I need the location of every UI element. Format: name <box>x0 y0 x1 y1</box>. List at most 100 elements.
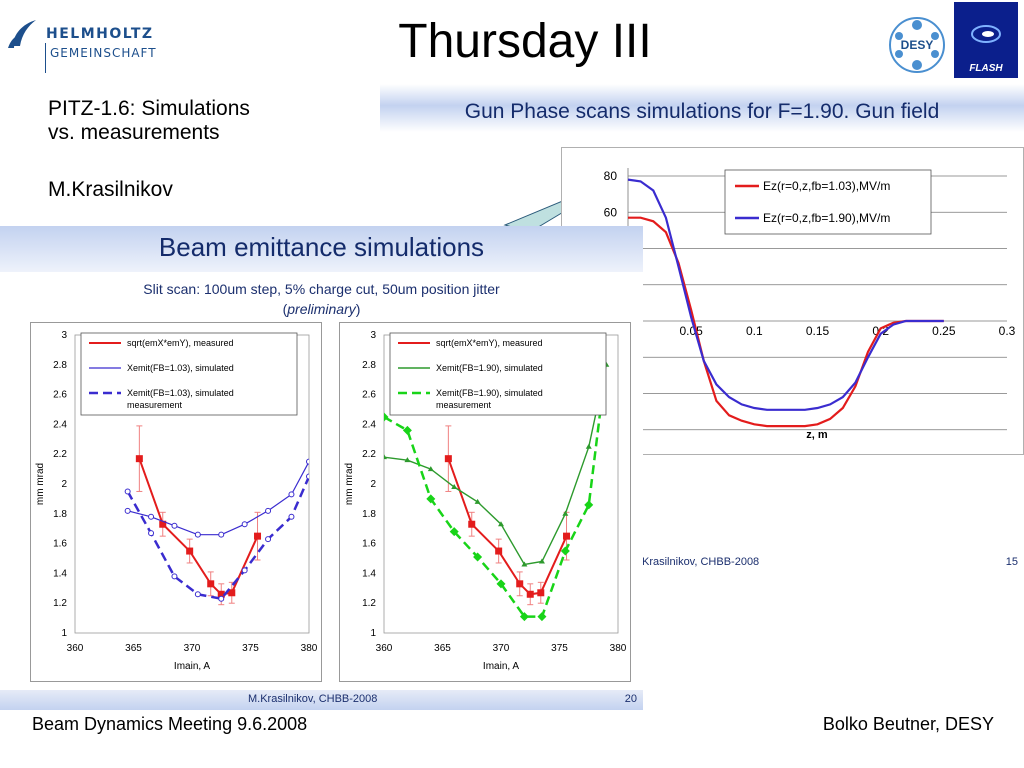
subtitle-preliminary: preliminary <box>287 301 356 317</box>
desy-logo: DESY <box>888 16 946 74</box>
emit-point <box>526 590 534 598</box>
emit-point <box>516 580 524 588</box>
emit-point <box>228 589 236 597</box>
emit-point <box>124 507 131 514</box>
emit-x-tick: 370 <box>184 643 201 654</box>
emit-point <box>451 483 458 489</box>
emit-y-tick: 2 <box>61 479 67 490</box>
emit-y-tick: 1.4 <box>53 568 67 579</box>
emit-point <box>218 595 225 602</box>
left-footer-author: M.Krasilnikov, CHBB-2008 <box>248 693 378 705</box>
emit-y-tick: 1.6 <box>53 539 67 550</box>
emit-point <box>217 590 225 598</box>
footer-meeting: Beam Dynamics Meeting 9.6.2008 <box>32 714 308 734</box>
emit-point <box>538 558 545 564</box>
helmholtz-line2: GEMEINSCHAFT <box>50 46 157 60</box>
emit-y-tick: 2.6 <box>53 390 67 401</box>
emit-legend-label: sqrt(emX*emY), measured <box>436 338 543 348</box>
left-slide-title: Beam emittance simulations <box>158 232 485 262</box>
emit-point <box>265 507 272 514</box>
emit-legend-label: sqrt(emX*emY), measured <box>127 338 234 348</box>
ez-series-line-1 <box>628 216 944 428</box>
left-slide-subtitle: Slit scan: 100um step, 5% charge cut, 50… <box>0 279 643 319</box>
emit-y-tick: 1.8 <box>362 509 376 520</box>
desy-label: DESY <box>901 38 934 52</box>
emit-y-tick: 1 <box>61 628 67 639</box>
emit-y-tick: 2.8 <box>362 360 376 371</box>
emit-point <box>498 521 504 527</box>
side-topic-line1: PITZ-1.6: Simulations <box>48 97 250 120</box>
emit-y-tick: 1.8 <box>53 509 67 520</box>
emit-point <box>171 573 178 580</box>
right-slide-footer: Krasilnikov, CHBB-2008 15 <box>642 556 1022 572</box>
emit-point <box>584 500 594 510</box>
ez-x-tick: 0.25 <box>932 324 956 338</box>
helmholtz-divider <box>45 43 46 73</box>
emit-point <box>537 589 545 597</box>
emit-series-group <box>124 425 309 606</box>
emit-point <box>521 561 528 567</box>
emit-point <box>495 547 503 555</box>
emit-point <box>254 532 262 540</box>
emit-point <box>402 425 412 435</box>
emit-x-tick: 380 <box>301 643 318 654</box>
emit-point <box>563 532 571 540</box>
helmholtz-mark-icon <box>8 20 36 48</box>
emit-point <box>171 522 178 529</box>
emit-point <box>207 580 215 588</box>
right-footer-page: 15 <box>1005 556 1018 568</box>
emit-series-line-3 <box>126 476 309 601</box>
emit-point <box>288 491 295 498</box>
helmholtz-line1: HELMHOLTZ <box>46 26 154 42</box>
emit-y-tick: 1.6 <box>362 539 376 550</box>
emit-legend <box>389 332 607 416</box>
right-slide-title-band <box>380 84 1024 132</box>
emit-point <box>186 547 194 555</box>
emit-y-tick: 3 <box>61 330 67 341</box>
subtitle-line2: (preliminary) <box>0 299 643 319</box>
emit-point <box>194 591 201 598</box>
ez-x-tick: 0.05 <box>679 324 703 338</box>
emit-y-tick: 2.6 <box>362 390 376 401</box>
emit-point <box>194 531 201 538</box>
emit-x-tick: 380 <box>610 643 627 654</box>
emit-point <box>135 455 143 463</box>
emit-point <box>537 612 547 622</box>
emit-x-tick: 360 <box>67 643 84 654</box>
emit-point <box>384 454 387 460</box>
emit-point <box>426 494 436 504</box>
emit-y-tick: 1.2 <box>53 598 67 609</box>
emit-y-tick: 1.4 <box>362 568 376 579</box>
left-slide-footer: M.Krasilnikov, CHBB-2008 20 <box>0 690 643 710</box>
emit-point <box>427 466 434 472</box>
emit-point <box>473 552 483 562</box>
emit-x-label: Imain, A <box>174 661 210 672</box>
emit-y-tick: 3 <box>370 330 376 341</box>
flash-swirl-icon <box>971 25 1001 43</box>
ez-x-tick: 0.15 <box>806 324 830 338</box>
emittance-plot-fb190: 1 1.2 1.4 1.6 1.8 2 2.2 2.4 2.6 2.8 3 360 365 370 375 3… <box>344 330 627 672</box>
desy-icon: DESY <box>889 17 945 73</box>
emit-point <box>585 443 592 449</box>
ez-series-line-2 <box>627 178 944 411</box>
ez-x-tick: 0.1 <box>746 324 763 338</box>
emit-point <box>468 520 476 528</box>
subtitle-line1: Slit scan: 100um step, 5% charge cut, 50… <box>143 281 500 297</box>
footer-presenter: Bolko Beutner, DESY <box>822 714 994 734</box>
emit-point <box>148 530 155 537</box>
emit-x-label: Imain, A <box>483 661 519 672</box>
emit-y-tick: 1.2 <box>362 598 376 609</box>
emit-legend-label: Xemit(FB=1.03), simulated <box>127 363 234 373</box>
emittance-chart-fb103: 1 1.2 1.4 1.6 1.8 2 2.2 2.4 2.6 2.8 3 360 365 370 375 3… <box>30 322 322 682</box>
flash-logo: FLASH <box>954 2 1018 78</box>
emit-point <box>218 531 225 538</box>
emit-point <box>306 458 309 465</box>
ez-legend <box>724 169 932 235</box>
emit-y-tick: 2.2 <box>53 449 67 460</box>
emit-point <box>124 488 131 495</box>
emit-legend-label: Xemit(FB=1.90), simulated <box>436 363 543 373</box>
emit-series-line-3 <box>384 409 602 618</box>
emit-legend-label: Xemit(FB=1.03), simulated measurement <box>127 388 234 410</box>
emit-point <box>241 521 248 528</box>
right-footer-author: Krasilnikov, CHBB-2008 <box>642 556 760 568</box>
